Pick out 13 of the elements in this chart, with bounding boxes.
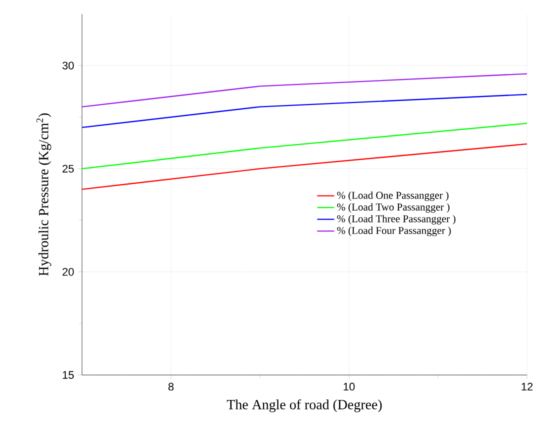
legend-label: % (Load Two Passangger ) (337, 203, 450, 213)
y-tick-label: 15 (62, 371, 74, 379)
legend-label: % (Load Three Passangger ) (337, 214, 456, 224)
y-axis-title: Hydroulic Pressure (Kg/cm$^{2}$) (36, 113, 52, 276)
x-tick-label: 12 (522, 382, 533, 390)
legend-label: % (Load One Passangger ) (337, 191, 448, 201)
legend-label: % (Load Four Passangger ) (337, 226, 451, 236)
x-tick-label: 8 (168, 382, 174, 391)
y-tick-label: 30 (62, 62, 74, 70)
y-tick-label: 20 (62, 268, 74, 276)
x-tick-label: 10 (344, 382, 355, 391)
x-axis-title: The Angle of road (Degree) (226, 399, 382, 412)
y-tick-label: 25 (62, 164, 74, 173)
